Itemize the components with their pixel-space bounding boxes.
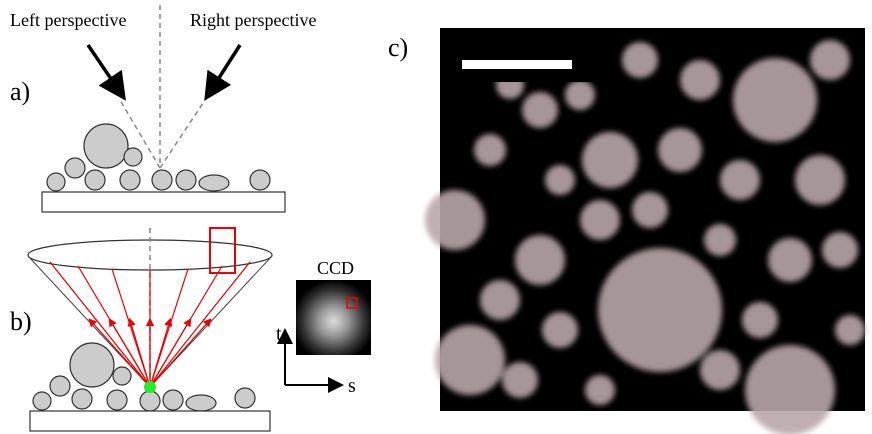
panel-label: b): [10, 307, 32, 336]
left-perspective: Left perspective: [10, 10, 126, 30]
source-point: [144, 381, 156, 393]
arrow: [208, 45, 240, 95]
t-label: t: [276, 323, 282, 345]
particles: [42, 124, 285, 212]
arrow: [88, 45, 122, 95]
s-label: s: [348, 375, 356, 397]
micrograph: [425, 28, 865, 434]
panel-label: a): [10, 77, 30, 106]
panel-label: c): [388, 33, 408, 62]
ccd-image: [296, 280, 371, 355]
ccd-label: CCD: [317, 258, 354, 278]
figure: Left perspective Right perspective a) b): [0, 0, 872, 434]
right-perspective: Right perspective: [190, 10, 316, 30]
